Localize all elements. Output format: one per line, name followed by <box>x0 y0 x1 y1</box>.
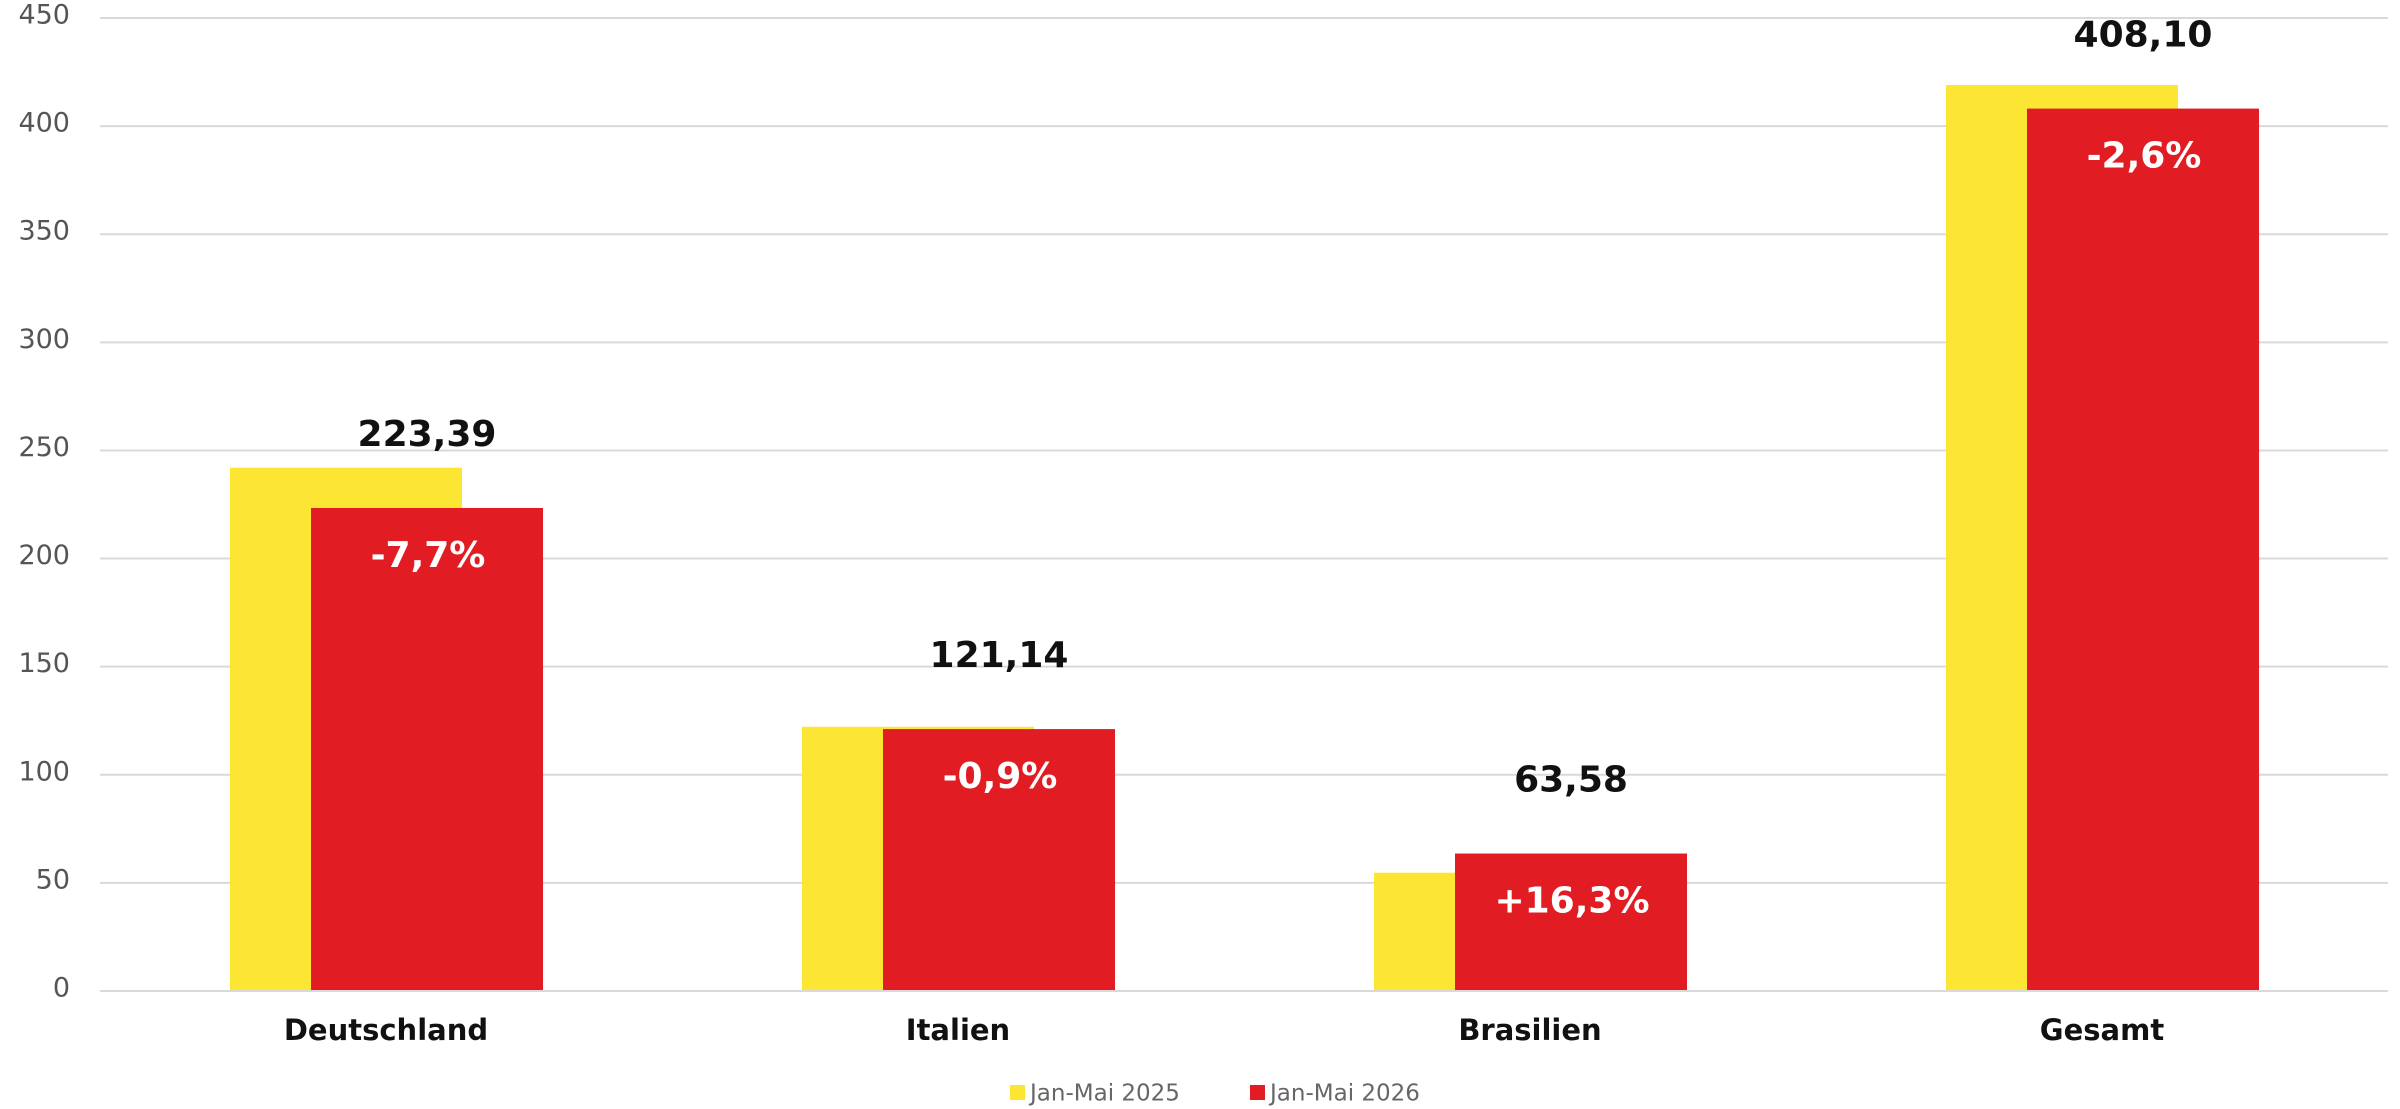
x-tick-label: Brasilien <box>1458 1013 1601 1047</box>
x-tick-label: Italien <box>906 1013 1010 1047</box>
bar <box>883 729 1115 991</box>
value-label: 408,10 <box>2074 15 2213 56</box>
value-label: 63,58 <box>1514 760 1628 801</box>
bar <box>1455 853 1687 991</box>
y-tick-label: 50 <box>36 864 70 895</box>
y-tick-label: 300 <box>18 324 70 355</box>
y-tick-label: 450 <box>18 0 70 31</box>
value-label: 121,14 <box>930 635 1069 676</box>
x-tick-label: Gesamt <box>2040 1013 2165 1047</box>
bar <box>311 507 543 991</box>
legend-swatch <box>1010 1085 1025 1100</box>
bar <box>2027 108 2259 992</box>
value-label: 223,39 <box>358 414 497 455</box>
y-tick-label: 250 <box>18 432 70 463</box>
change-label: -2,6% <box>2087 136 2202 177</box>
legend-swatch <box>1250 1085 1265 1100</box>
y-tick-label: 400 <box>18 108 70 139</box>
change-label: -0,9% <box>943 756 1058 797</box>
legend-label: Jan-Mai 2026 <box>1268 1081 1420 1107</box>
change-label: +16,3% <box>1494 881 1649 922</box>
y-tick-label: 0 <box>53 973 70 1004</box>
legend-label: Jan-Mai 2025 <box>1028 1081 1180 1107</box>
y-tick-label: 150 <box>18 648 70 679</box>
x-tick-label: Deutschland <box>284 1013 488 1047</box>
change-label: -7,7% <box>371 535 486 576</box>
y-tick-label: 100 <box>18 756 70 787</box>
y-tick-label: 350 <box>18 216 70 247</box>
y-tick-label: 200 <box>18 540 70 571</box>
